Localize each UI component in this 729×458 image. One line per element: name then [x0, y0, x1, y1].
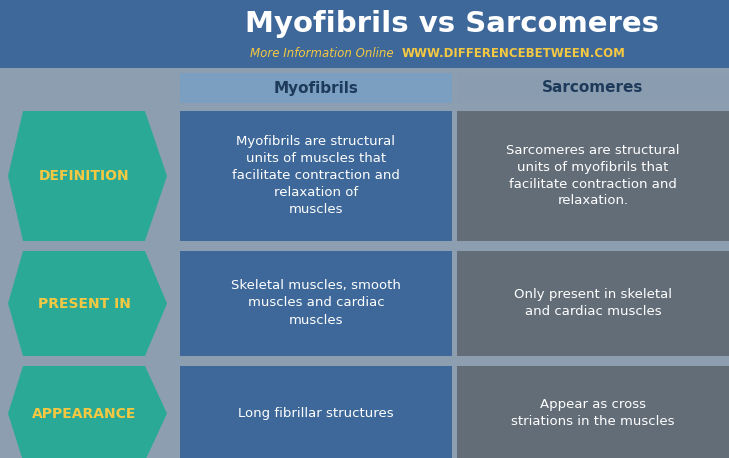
Bar: [457, 251, 729, 356]
Text: WWW.DIFFERENCEBETWEEN.COM: WWW.DIFFERENCEBETWEEN.COM: [402, 47, 626, 60]
Bar: [180, 111, 452, 241]
Bar: [457, 111, 729, 241]
Bar: [180, 73, 452, 103]
Text: Sarcomeres: Sarcomeres: [542, 81, 644, 96]
Text: More Information Online: More Information Online: [249, 47, 397, 60]
Bar: [457, 366, 729, 458]
Polygon shape: [8, 251, 167, 356]
Polygon shape: [8, 366, 167, 458]
Text: Myofibrils are structural
units of muscles that
facilitate contraction and
relax: Myofibrils are structural units of muscl…: [232, 135, 400, 216]
Bar: [0, 0, 729, 68]
Text: Long fibrillar structures: Long fibrillar structures: [238, 407, 394, 420]
Text: Appear as cross
striations in the muscles: Appear as cross striations in the muscle…: [511, 398, 675, 428]
Bar: [180, 251, 452, 356]
Text: DEFINITION: DEFINITION: [39, 169, 129, 183]
Text: APPEARANCE: APPEARANCE: [32, 407, 136, 420]
Text: Sarcomeres are structural
units of myofibrils that
facilitate contraction and
re: Sarcomeres are structural units of myofi…: [506, 143, 679, 207]
Bar: [180, 366, 452, 458]
Text: Skeletal muscles, smooth
muscles and cardiac
muscles: Skeletal muscles, smooth muscles and car…: [231, 279, 401, 327]
Bar: [457, 73, 729, 103]
Text: Myofibrils vs Sarcomeres: Myofibrils vs Sarcomeres: [245, 10, 659, 38]
Text: PRESENT IN: PRESENT IN: [38, 296, 130, 311]
Text: Myofibrils: Myofibrils: [273, 81, 359, 96]
Text: Only present in skeletal
and cardiac muscles: Only present in skeletal and cardiac mus…: [514, 288, 672, 318]
Polygon shape: [8, 111, 167, 241]
